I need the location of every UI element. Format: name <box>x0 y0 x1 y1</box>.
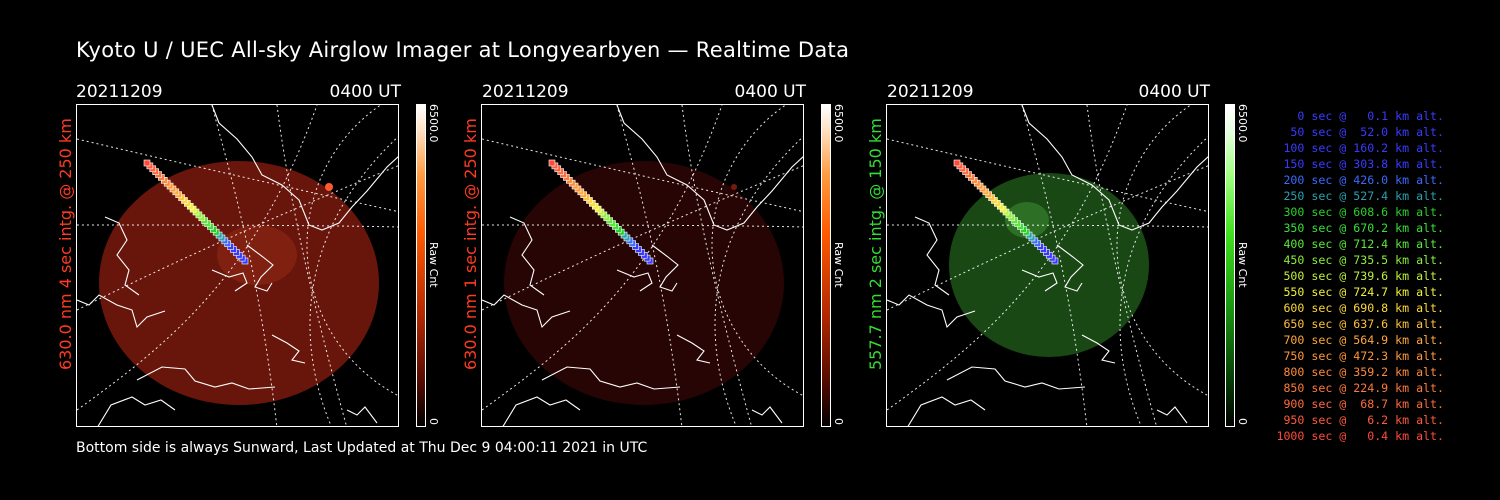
legend-item: 300 sec @ 608.6 km alt. <box>1276 205 1444 219</box>
panel-2-colorbar-min: 0 <box>832 418 845 425</box>
panel-1-side-label: 630.0 nm 4 sec intg. @ 250 km <box>56 118 75 370</box>
panel-1-colorbar-unit: Raw Cnt <box>427 242 440 288</box>
panel-2-map <box>481 104 804 427</box>
legend-item: 650 sec @ 637.6 km alt. <box>1276 317 1444 331</box>
altitude-legend: 0 sec @ 0.1 km alt. 50 sec @ 52.0 km alt… <box>1262 108 1444 444</box>
panel-3-time: 0400 UT <box>1138 82 1211 102</box>
panel-2-trajectory <box>548 159 654 265</box>
legend-item: 1000 sec @ 0.4 km alt. <box>1276 429 1444 443</box>
panel-2-time: 0400 UT <box>734 82 807 102</box>
panel-3-map <box>886 104 1209 427</box>
legend-item: 200 sec @ 426.0 km alt. <box>1276 173 1444 187</box>
trajectory-marker <box>953 159 961 167</box>
legend-item: 50 sec @ 52.0 km alt. <box>1276 125 1444 139</box>
legend-item: 500 sec @ 739.6 km alt. <box>1276 269 1444 283</box>
panel-3-colorbar-max: 6500.0 <box>1236 104 1249 143</box>
panel-3-colorbar <box>1225 104 1235 427</box>
panel-2-colorbar-unit: Raw Cnt <box>832 242 845 288</box>
panel-2-colorbar-max: 6500.0 <box>832 104 845 143</box>
footer-note: Bottom side is always Sunward, Last Upda… <box>76 440 648 456</box>
panel-2-colorbar <box>821 104 831 427</box>
legend-item: 700 sec @ 564.9 km alt. <box>1276 333 1444 347</box>
legend-item: 550 sec @ 724.7 km alt. <box>1276 285 1444 299</box>
legend-item: 150 sec @ 303.8 km alt. <box>1276 157 1444 171</box>
trajectory-marker <box>548 159 556 167</box>
legend-item: 600 sec @ 690.8 km alt. <box>1276 301 1444 315</box>
legend-item: 250 sec @ 527.4 km alt. <box>1276 189 1444 203</box>
panel-1-time: 0400 UT <box>329 82 402 102</box>
panel-2-date: 20211209 <box>482 82 569 102</box>
panel-3-colorbar-unit: Raw Cnt <box>1236 242 1249 288</box>
panel-3-side-label: 557.7 nm 2 sec intg. @ 150 km <box>866 118 885 370</box>
legend-item: 750 sec @ 472.3 km alt. <box>1276 349 1444 363</box>
panel-1-colorbar-max: 6500.0 <box>427 104 440 143</box>
legend-item: 400 sec @ 712.4 km alt. <box>1276 237 1444 251</box>
legend-item: 0 sec @ 0.1 km alt. <box>1276 109 1444 123</box>
legend-item: 900 sec @ 68.7 km alt. <box>1276 397 1444 411</box>
panel-3-colorbar-min: 0 <box>1236 418 1249 425</box>
panel-2-side-label: 630.0 nm 1 sec intg. @ 250 km <box>461 118 480 370</box>
page-title: Kyoto U / UEC All-sky Airglow Imager at … <box>76 38 850 62</box>
panel-1-colorbar-min: 0 <box>427 418 440 425</box>
legend-item: 350 sec @ 670.2 km alt. <box>1276 221 1444 235</box>
panel-1-colorbar <box>416 104 426 427</box>
legend-item: 800 sec @ 359.2 km alt. <box>1276 365 1444 379</box>
panel-1-date: 20211209 <box>76 82 163 102</box>
legend-item: 950 sec @ 6.2 km alt. <box>1276 413 1444 427</box>
legend-item: 850 sec @ 224.9 km alt. <box>1276 381 1444 395</box>
legend-item: 100 sec @ 160.2 km alt. <box>1276 141 1444 155</box>
legend-item: 450 sec @ 735.5 km alt. <box>1276 253 1444 267</box>
panel-3-trajectory <box>953 159 1059 265</box>
trajectory-marker <box>143 159 151 167</box>
panel-3-date: 20211209 <box>887 82 974 102</box>
panel-1-trajectory <box>143 159 249 265</box>
panel-1-map <box>76 104 399 427</box>
